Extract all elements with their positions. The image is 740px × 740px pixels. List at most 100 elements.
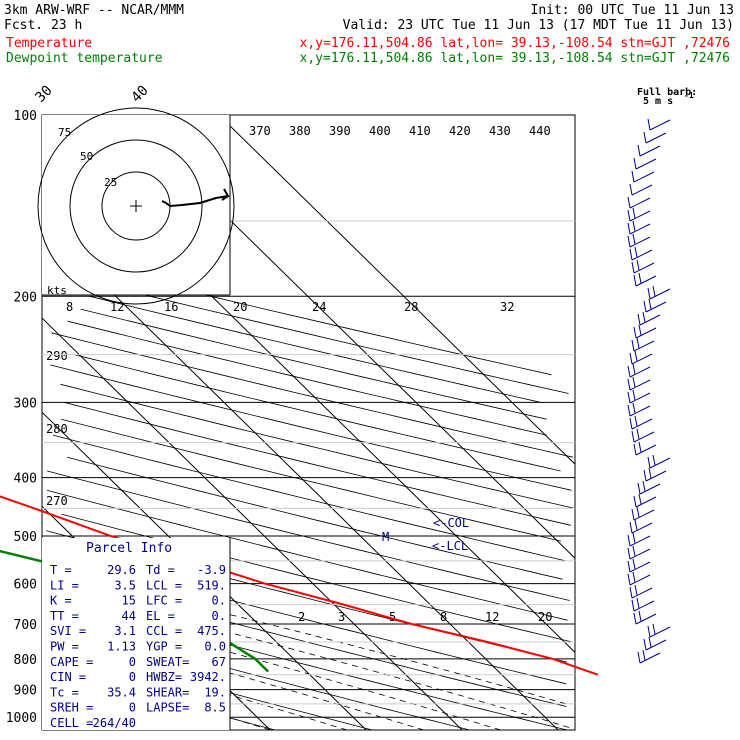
parcel-info-cell: 67 xyxy=(212,655,226,669)
isotherm-labels: -80-70-60-50-40-30-20-10010203040 xyxy=(32,83,151,106)
pressure-label: 100 xyxy=(14,109,37,124)
parcel-info-title: Parcel Info xyxy=(86,541,172,556)
dry-adiabat xyxy=(67,320,547,436)
hodo-speed-label: 12 xyxy=(110,300,124,314)
wind-barb-icon xyxy=(636,428,640,440)
wind-barb-icon xyxy=(629,574,651,586)
wind-barb-icon xyxy=(638,610,642,622)
wind-barb-icon xyxy=(631,261,635,274)
temperature-legend: Temperature xyxy=(6,36,92,51)
theta-label: 400 xyxy=(369,124,391,138)
mixing-ratio-label: 8 xyxy=(440,610,447,624)
header: 3km ARW-WRF -- NCAR/MMM Init: 00 UTC Tue… xyxy=(4,3,734,66)
wind-barb-icon xyxy=(629,561,651,573)
parcel-info-cell: SREH = xyxy=(50,701,93,715)
wind-barb-icon xyxy=(639,314,661,326)
wind-barb-icon xyxy=(629,535,651,547)
dewpoint-location: x,y=176.11,504.86 lat,lon= 39.13,-108.54… xyxy=(300,51,730,66)
hodo-ring-label-25: 25 xyxy=(104,176,117,189)
parcel-info-cell: TT = xyxy=(50,609,79,623)
wind-barb-icon xyxy=(629,366,651,378)
wind-barb-icon xyxy=(648,298,652,310)
theta-label: 390 xyxy=(329,124,351,138)
wind-barb-icon xyxy=(647,118,651,131)
wind-barb-icon xyxy=(649,457,671,469)
pressure-label: 1000 xyxy=(6,711,37,726)
wind-barb-icon xyxy=(645,132,667,144)
wind-barb-icon xyxy=(638,324,642,336)
wind-barb-icon xyxy=(631,184,653,196)
mixing-ratio-label: 2 xyxy=(298,610,305,624)
wind-barb-icon xyxy=(629,379,651,391)
wind-barb-icon xyxy=(633,326,637,339)
hodo-ring-50 xyxy=(69,139,203,273)
wind-barb-icon xyxy=(643,638,647,651)
pressure-label: 400 xyxy=(14,472,37,487)
parcel-info-cell: 15 xyxy=(122,594,136,608)
isotherm-line xyxy=(41,317,463,731)
pressure-label: 800 xyxy=(14,653,37,668)
parcel-info-cell: LI = xyxy=(50,578,79,592)
wind-barb-icon xyxy=(647,625,651,638)
wind-barb-icon xyxy=(642,311,646,323)
wind-barb-icon xyxy=(634,246,638,258)
wind-barb-icon xyxy=(629,223,651,235)
wind-barb-icon xyxy=(632,571,636,583)
wind-barb-icon xyxy=(636,597,640,609)
parcel-info-cell: YGP = xyxy=(146,640,182,654)
isotherm-line xyxy=(218,114,576,465)
wind-barb-icon xyxy=(631,599,635,612)
wind-barb-icon xyxy=(637,313,641,326)
wind-barb-icon xyxy=(652,285,656,297)
wind-barb-icon xyxy=(633,431,655,443)
hodo-units: kts xyxy=(47,284,67,297)
parcel-info-cell: 475. xyxy=(197,624,226,638)
hodo-speed-labels: 8 12 16 20 24 28 32 xyxy=(66,300,514,314)
wind-barb-icon xyxy=(627,391,631,404)
wind-barb-icon xyxy=(632,233,636,245)
theta-label: 420 xyxy=(449,124,471,138)
model-title: 3km ARW-WRF -- NCAR/MMM xyxy=(4,3,184,18)
wind-barb-icon xyxy=(634,519,638,531)
wind-barb-icon xyxy=(635,158,657,170)
moist-adiabat xyxy=(52,664,271,731)
parcel-info-cell: Tc = xyxy=(50,685,79,699)
dry-adiabat xyxy=(47,470,570,601)
pressure-label: 700 xyxy=(14,618,37,633)
wind-barb-icon xyxy=(643,300,647,313)
wind-barb-icon xyxy=(633,171,655,183)
isotherm-label: 30 xyxy=(32,83,55,106)
theta-label: 440 xyxy=(529,124,551,138)
dry-adiabat xyxy=(60,383,575,509)
wind-barb-icon xyxy=(629,183,633,196)
wind-barb-icon xyxy=(627,378,631,391)
parcel-info-cell: SWEAT= xyxy=(146,655,189,669)
wind-barb-icon xyxy=(645,639,667,651)
parcel-info-cell: 8.5 xyxy=(204,701,226,715)
wind-barb-icon xyxy=(645,301,667,313)
wind-barb-icon xyxy=(645,470,667,482)
parcel-info-cell: 19. xyxy=(204,685,226,699)
parcel-info-cell: T = xyxy=(50,563,72,577)
wind-barb-icon xyxy=(647,456,651,469)
wind-barb-icon xyxy=(632,545,636,557)
parcel-info-cell: 0. xyxy=(212,609,226,623)
wind-barb-icon xyxy=(631,353,653,365)
wind-barb-icon xyxy=(627,365,631,378)
wind-barb-icon xyxy=(633,262,655,274)
wind-barb-icon xyxy=(634,415,638,427)
wind-barb-icon xyxy=(633,495,637,508)
wind-barb-icon xyxy=(635,275,657,287)
wind-barb-icon xyxy=(647,287,651,300)
wind-barb-icon xyxy=(636,337,640,349)
parcel-info-cell: HWBZ= xyxy=(146,670,182,684)
wind-barb-icon xyxy=(627,547,631,560)
hodo-speed-label: 28 xyxy=(404,300,418,314)
theta-left-label: 270 xyxy=(46,494,68,508)
level-annotations: <-COL <-LCL M xyxy=(382,516,469,553)
isotherm-label: 40 xyxy=(128,83,151,106)
parcel-info-cell: 264/40 xyxy=(93,716,136,730)
dry-adiabat xyxy=(46,489,568,621)
wind-barb-icon xyxy=(627,560,631,573)
init-time: Init: 00 UTC Tue 11 Jun 13 xyxy=(531,3,735,18)
